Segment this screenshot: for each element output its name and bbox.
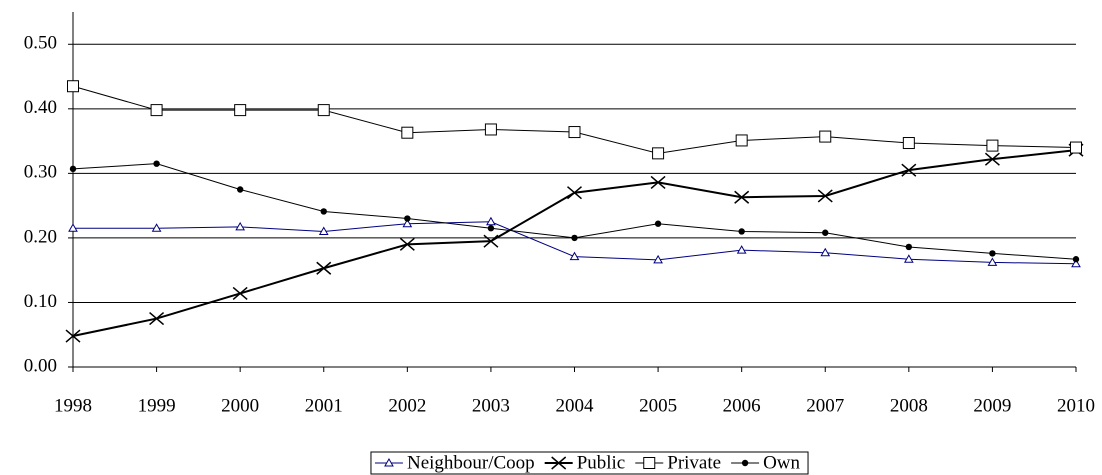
marker [317, 104, 330, 117]
marker [68, 223, 78, 232]
legend-label: Private [667, 452, 721, 473]
x-tick-label: 2008 [890, 395, 928, 416]
x-tick-label: 1999 [138, 395, 176, 416]
series-line [72, 163, 1077, 260]
y-tick-label: 0.10 [24, 291, 57, 312]
marker [984, 152, 1000, 166]
marker [736, 245, 747, 254]
y-tick-label: 0.40 [24, 97, 57, 118]
marker [316, 261, 332, 275]
marker [741, 459, 749, 467]
legend-item: Public [544, 452, 626, 473]
marker [734, 190, 750, 204]
marker [236, 186, 244, 193]
marker [404, 215, 411, 222]
marker [568, 126, 581, 139]
marker [320, 208, 327, 215]
marker [1070, 141, 1082, 154]
y-tick-label: 0.00 [24, 355, 57, 376]
marker [738, 228, 745, 235]
marker [151, 223, 162, 232]
x-tick-label: 2007 [806, 395, 844, 416]
x-tick-label: 2006 [723, 395, 761, 416]
marker [905, 243, 913, 251]
marker [901, 163, 917, 177]
marker [235, 221, 246, 231]
marker [483, 234, 499, 248]
marker [234, 104, 247, 117]
marker [822, 229, 829, 236]
y-tick-label: 0.50 [24, 33, 57, 54]
marker [65, 329, 81, 343]
y-tick-label: 0.30 [24, 162, 57, 183]
marker [820, 247, 831, 257]
marker [487, 225, 495, 232]
x-tick-label: 2004 [556, 395, 595, 416]
marker [318, 226, 329, 235]
marker [819, 130, 832, 143]
marker [1072, 256, 1080, 263]
marker [903, 254, 914, 263]
series-line [72, 149, 1077, 337]
marker [486, 216, 496, 226]
marker [232, 286, 248, 300]
marker [401, 126, 414, 139]
series-line [72, 85, 1077, 154]
marker [1071, 258, 1081, 268]
marker [817, 189, 833, 203]
legend-label: Public [577, 452, 626, 473]
marker [67, 80, 79, 93]
legend: Neighbour/Coop Public Private Own [370, 451, 809, 475]
marker [402, 218, 413, 228]
marker [150, 104, 163, 117]
x-tick-label: 2005 [639, 395, 677, 416]
legend-box [370, 451, 809, 475]
marker [551, 456, 567, 470]
legend-item: Private [635, 452, 721, 473]
marker [989, 250, 996, 257]
marker [69, 165, 77, 173]
marker [986, 139, 999, 152]
marker [567, 186, 582, 200]
x-tick-label: 2010 [1057, 395, 1095, 416]
marker [399, 237, 415, 251]
x-tick-label: 2001 [305, 395, 343, 416]
marker [650, 175, 666, 189]
marker [653, 254, 663, 264]
marker [384, 457, 394, 467]
x-tick-label: 2002 [388, 395, 426, 416]
legend-item: Neighbour/Coop [374, 452, 535, 473]
marker [569, 251, 580, 261]
x-tick-label: 2009 [973, 395, 1011, 416]
x-tick-label: 1998 [54, 395, 92, 416]
marker [652, 147, 665, 160]
legend-label: Neighbour/Coop [407, 452, 535, 473]
marker [153, 160, 160, 167]
marker [654, 220, 662, 227]
legend-label: Own [763, 452, 800, 473]
y-tick-label: 0.20 [24, 226, 57, 247]
x-tick-label: 2000 [221, 395, 259, 416]
marker [484, 123, 497, 136]
marker [571, 234, 578, 242]
marker [735, 134, 748, 147]
marker [987, 257, 998, 266]
marker [149, 312, 165, 326]
marker [902, 137, 915, 150]
legend-item: Own [731, 452, 801, 473]
x-tick-label: 2003 [472, 395, 510, 416]
marker [643, 457, 656, 469]
